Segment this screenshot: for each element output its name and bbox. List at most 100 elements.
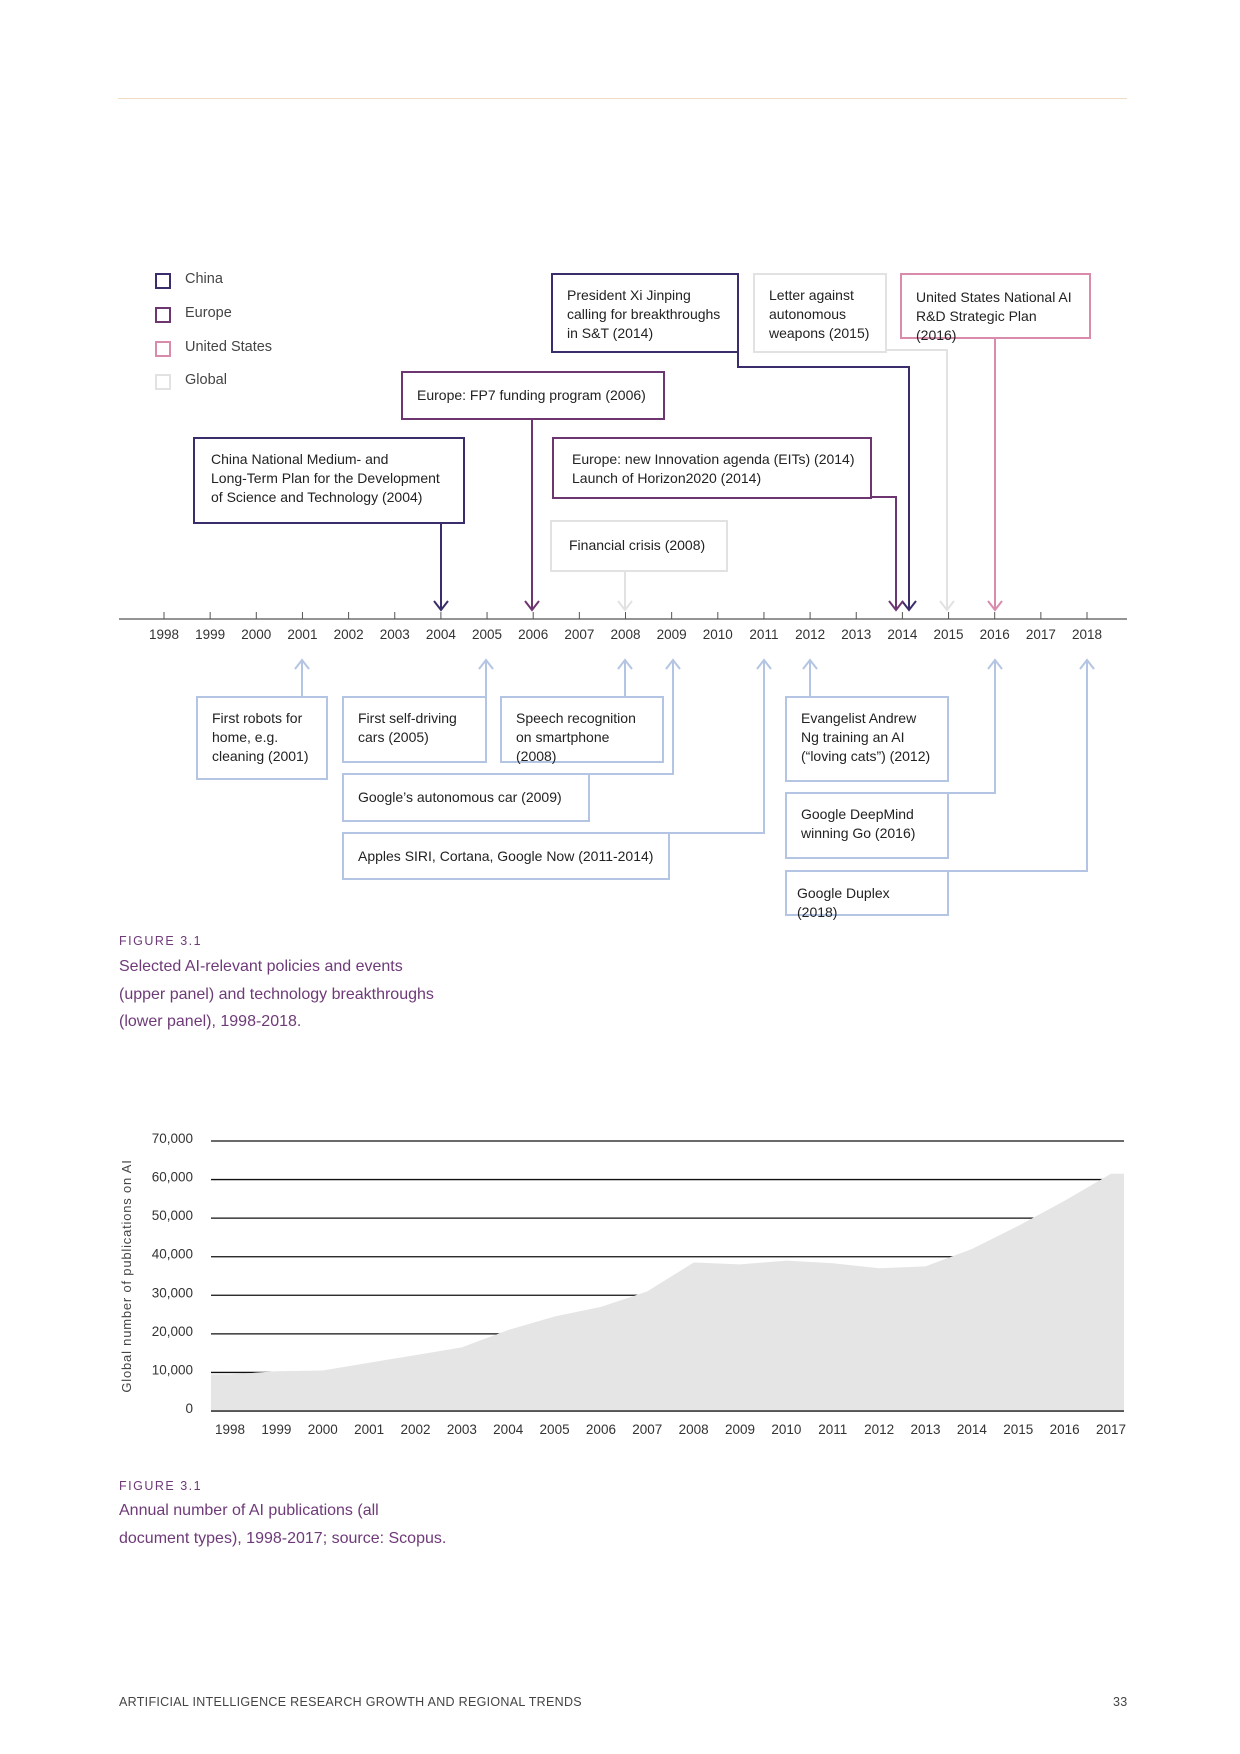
timeline-year-label: 2016 bbox=[979, 627, 1010, 642]
timeline-year-label: 2008 bbox=[610, 627, 641, 642]
arrow-up-icon bbox=[1079, 658, 1095, 670]
timeline-year-label: 2006 bbox=[518, 627, 549, 642]
timeline-year-label: 2014 bbox=[887, 627, 918, 642]
breakthrough-box: Google’s autonomous car (2009) bbox=[342, 773, 590, 822]
timeline-year-label: 2001 bbox=[287, 627, 318, 642]
x-tick-label: 1998 bbox=[215, 1422, 245, 1437]
timeline-year-label: 2010 bbox=[702, 627, 733, 642]
y-tick-label: 60,000 bbox=[152, 1170, 193, 1185]
x-tick-label: 2016 bbox=[1050, 1422, 1080, 1437]
legend-swatch-global bbox=[155, 374, 171, 390]
x-tick-label: 2008 bbox=[679, 1422, 709, 1437]
arrow-down-icon bbox=[524, 600, 540, 612]
timeline-year-label: 1999 bbox=[195, 627, 226, 642]
legend-label: United States bbox=[185, 339, 273, 355]
timeline-year-label: 2013 bbox=[841, 627, 872, 642]
x-tick-label: 2002 bbox=[400, 1422, 430, 1437]
legend-label: China bbox=[185, 271, 223, 287]
breakthrough-box: Google Duplex (2018) bbox=[785, 870, 949, 920]
arrow-down-icon bbox=[901, 600, 917, 612]
timeline-year-label: 2000 bbox=[241, 627, 272, 642]
timeline-year-label: 2015 bbox=[933, 627, 964, 642]
connector-line bbox=[871, 496, 897, 610]
footer-title: ARTIFICIAL INTELLIGENCE RESEARCH GROWTH … bbox=[119, 1695, 582, 1709]
connector-line bbox=[669, 660, 765, 834]
policy-box: United States National AI R&D Strategic … bbox=[900, 273, 1091, 343]
x-tick-label: 2013 bbox=[911, 1422, 941, 1437]
y-axis-title: Global number of publications on AI bbox=[119, 1159, 134, 1392]
y-tick-label: 0 bbox=[185, 1401, 193, 1416]
x-tick-label: 2017 bbox=[1096, 1422, 1126, 1437]
timeline-year-label: 2011 bbox=[749, 627, 779, 642]
x-tick-label: 2000 bbox=[308, 1422, 338, 1437]
area-series bbox=[211, 1173, 1124, 1411]
x-tick-label: 2004 bbox=[493, 1422, 524, 1437]
figure-caption: Selected AI-relevant policies and events… bbox=[119, 958, 434, 1030]
y-tick-label: 70,000 bbox=[152, 1131, 193, 1146]
policy-box: Europe: FP7 funding program (2006) bbox=[401, 371, 665, 420]
connector-line bbox=[886, 349, 948, 610]
timeline-year-label: 2017 bbox=[1025, 627, 1056, 642]
breakthrough-box: Evangelist Andrew Ng training an AI (“lo… bbox=[785, 696, 949, 782]
x-tick-label: 2006 bbox=[586, 1422, 616, 1437]
timeline-year-label: 2007 bbox=[564, 627, 595, 642]
arrow-up-icon bbox=[617, 658, 633, 670]
arrow-down-icon bbox=[433, 600, 449, 612]
timeline-year-label: 1998 bbox=[148, 627, 180, 642]
y-tick-label: 50,000 bbox=[152, 1208, 193, 1223]
page-number: 33 bbox=[1113, 1695, 1128, 1709]
connector-line bbox=[948, 660, 996, 794]
timeline-year-label: 2009 bbox=[656, 627, 687, 642]
x-tick-label: 2015 bbox=[1003, 1422, 1033, 1437]
timeline-year-label: 2012 bbox=[795, 627, 826, 642]
legend-swatch-europe bbox=[155, 307, 171, 323]
policy-box: Letter against autonomous weapons (2015) bbox=[753, 273, 887, 353]
x-tick-label: 2007 bbox=[632, 1422, 662, 1437]
arrow-up-icon bbox=[478, 658, 494, 670]
breakthrough-box: Google DeepMind winning Go (2016) bbox=[785, 792, 949, 859]
policy-box: Europe: new Innovation agenda (EITs) (20… bbox=[552, 437, 872, 499]
timeline-year-label: 2003 bbox=[379, 627, 410, 642]
x-tick-label: 1999 bbox=[261, 1422, 291, 1437]
legend-swatch-china bbox=[155, 273, 171, 289]
timeline-year-label: 2002 bbox=[333, 627, 364, 642]
arrow-down-icon bbox=[617, 600, 633, 612]
x-tick-label: 2003 bbox=[447, 1422, 477, 1437]
x-tick-label: 2009 bbox=[725, 1422, 755, 1437]
x-tick-label: 2014 bbox=[957, 1422, 988, 1437]
timeline-year-label: 2018 bbox=[1071, 627, 1103, 642]
figure-caption: Annual number of AI publications (all do… bbox=[119, 1502, 447, 1547]
y-tick-label: 40,000 bbox=[152, 1247, 193, 1262]
figure-label: FIGURE 3.1 bbox=[119, 934, 203, 948]
breakthrough-box: Speech recognition on smartphone (2008) bbox=[500, 696, 664, 764]
arrow-up-icon bbox=[665, 658, 681, 670]
timeline-year-label: 2005 bbox=[472, 627, 503, 642]
x-tick-label: 2005 bbox=[540, 1422, 570, 1437]
arrow-up-icon bbox=[294, 658, 310, 670]
legend-swatch-us bbox=[155, 341, 171, 357]
x-tick-label: 2011 bbox=[818, 1422, 847, 1437]
policy-box: China National Medium- and Long-Term Pla… bbox=[193, 437, 465, 524]
x-tick-label: 2001 bbox=[354, 1422, 384, 1437]
header-rule bbox=[118, 98, 1127, 99]
arrow-down-icon bbox=[888, 600, 904, 612]
connector-line bbox=[589, 660, 674, 775]
y-tick-label: 30,000 bbox=[152, 1285, 193, 1300]
x-tick-label: 2010 bbox=[771, 1422, 801, 1437]
y-tick-label: 20,000 bbox=[152, 1324, 193, 1339]
arrow-up-icon bbox=[802, 658, 818, 670]
policy-box: President Xi Jinping calling for breakth… bbox=[551, 273, 739, 353]
connector-line bbox=[737, 352, 910, 610]
arrow-up-icon bbox=[756, 658, 772, 670]
legend-label: Global bbox=[185, 372, 227, 388]
figure-label: FIGURE 3.1 bbox=[119, 1479, 203, 1493]
breakthrough-box: First self-driving cars (2005) bbox=[342, 696, 487, 763]
y-tick-label: 10,000 bbox=[152, 1362, 193, 1377]
policy-box: Financial crisis (2008) bbox=[550, 520, 728, 572]
arrow-down-icon bbox=[987, 600, 1003, 612]
legend-label: Europe bbox=[185, 305, 232, 321]
timeline-year-label: 2004 bbox=[425, 627, 456, 642]
